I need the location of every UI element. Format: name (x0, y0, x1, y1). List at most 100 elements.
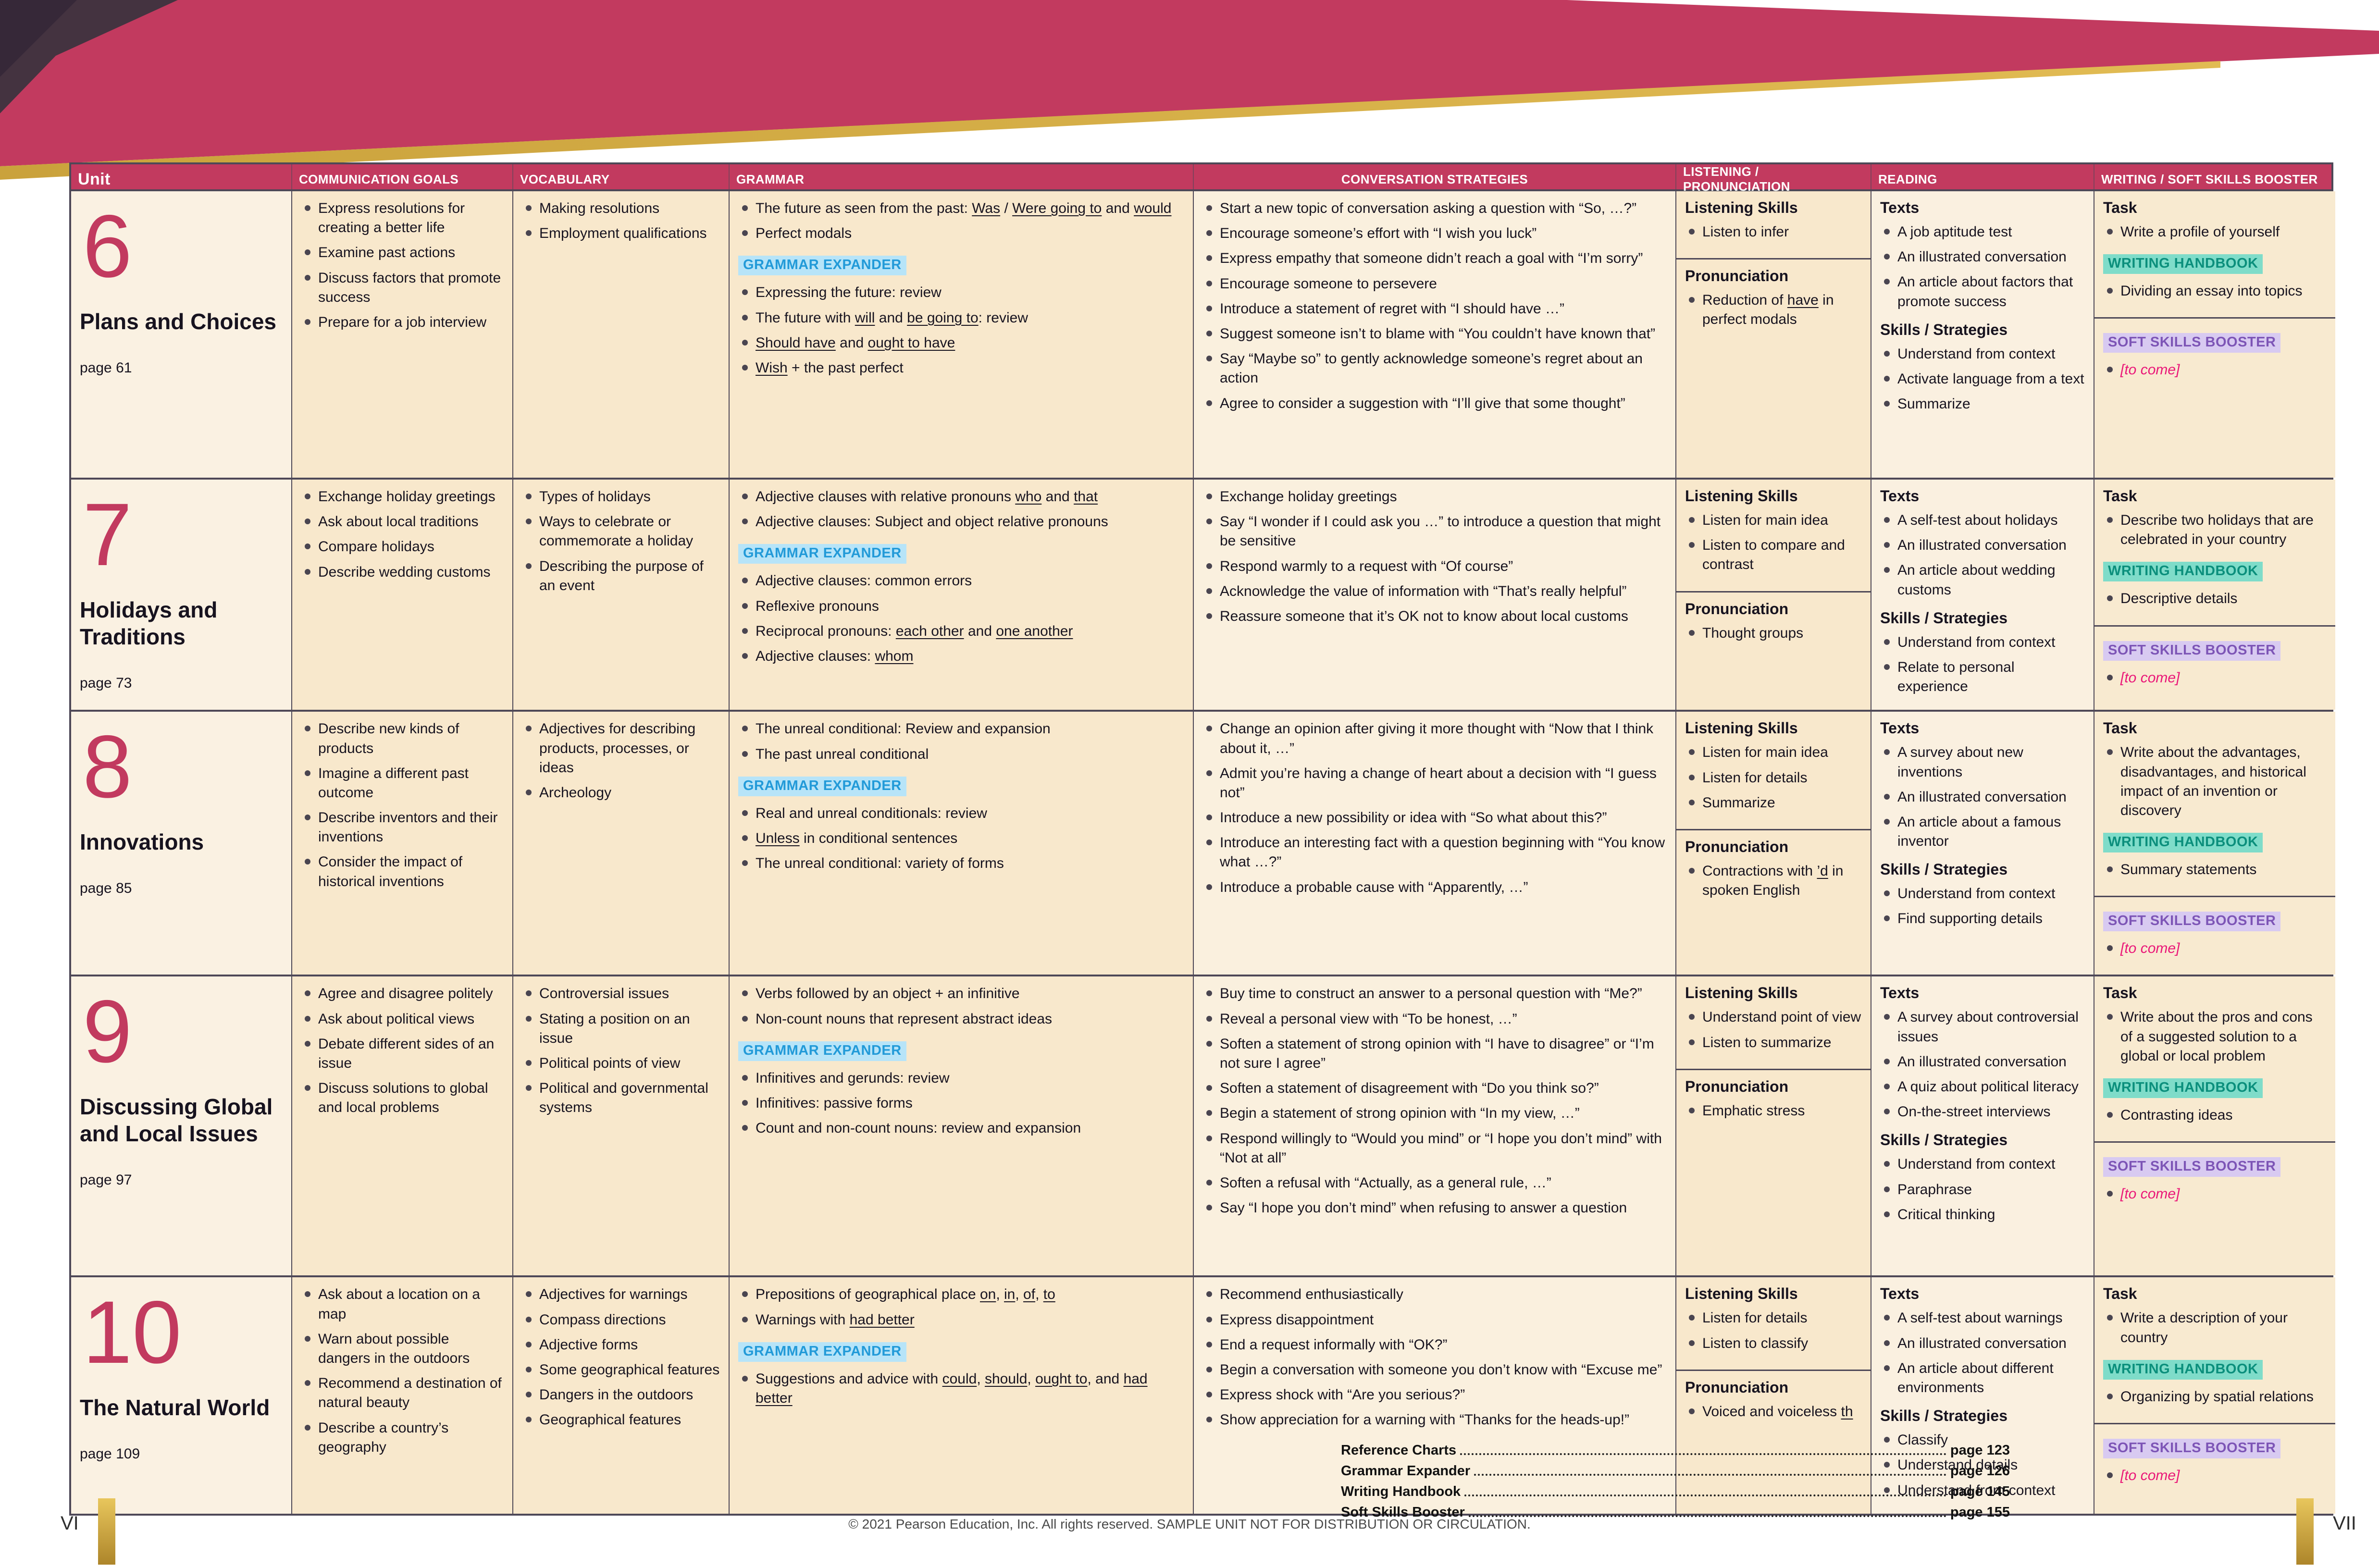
communication-goals-cell: Describe new kinds of products Imagine a … (291, 712, 512, 975)
task-list: Write about the advantages, disadvantage… (2103, 743, 2327, 820)
grammar-cell: The unreal conditional: Review and expan… (729, 712, 1193, 975)
listening-skills-heading: Listening Skills (1685, 199, 1798, 216)
list-item: The future with will and be going to: re… (738, 309, 1184, 328)
vocabulary-list: Making resolutions Employment qualificati… (522, 199, 720, 243)
list-item: Infinitives and gerunds: review (738, 1069, 1184, 1088)
list-item: Agree and disagree politely (301, 984, 504, 1003)
unit-number: 9 (83, 982, 132, 1082)
pronunciation-heading: Pronunciation (1685, 600, 1789, 617)
skills-strategies-heading: Skills / Strategies (1880, 1131, 2008, 1149)
communication-goals-cell: Ask about a location on a map Warn about … (291, 1277, 512, 1514)
list-item: The unreal conditional: variety of forms (738, 854, 1184, 873)
list-item: Some geographical features (522, 1360, 720, 1380)
listening-skills-list: Listen for main idea Listen to compare an… (1685, 511, 1862, 575)
list-item: Examine past actions (301, 243, 504, 262)
texts-list: A self-test about warnings An illustrated… (1880, 1309, 2085, 1397)
pronunciation-heading: Pronunciation (1685, 1077, 1789, 1095)
list-item: Write a profile of yourself (2103, 222, 2327, 242)
pronunciation-list: Contractions with ’d in spoken English (1685, 862, 1862, 900)
list-item: [to come] (2103, 668, 2327, 688)
reference-line: Grammar Expander page 126 (1341, 1463, 2010, 1479)
list-item: Summarize (1880, 395, 2085, 414)
texts-list: A self-test about holidays An illustrated… (1880, 511, 2085, 600)
list-item: Ask about a location on a map (301, 1285, 504, 1323)
writing-handbook-badge: WRITING HANDBOOK (2103, 1078, 2263, 1098)
communication-goals-cell: Express resolutions for creating a bette… (291, 191, 512, 478)
unit-title: Holidays and Traditions (80, 597, 218, 649)
list-item: Prepositions of geographical place on, i… (738, 1285, 1184, 1304)
listening-skills-section: Listening Skills Listen for main idea Lis… (1676, 712, 1871, 829)
list-item: Describe inventors and their inventions (301, 808, 504, 847)
listening-skills-section: Listening Skills Listen for main idea Lis… (1676, 480, 1871, 591)
list-item: Adjective clauses: whom (738, 647, 1184, 666)
list-item: Express shock with “Are you serious?” (1202, 1385, 1667, 1405)
task-heading: Task (2103, 984, 2137, 1002)
list-item: Summarize (1685, 793, 1862, 813)
reference-label: Soft Skills Booster (1341, 1505, 1465, 1520)
unit-title: The Natural World (80, 1395, 270, 1420)
listening-pronunciation-cell: Listening Skills Listen for main idea Lis… (1675, 712, 1871, 975)
list-item: Soften a statement of disagreement with … (1202, 1079, 1667, 1098)
conversation-strategies-list: Buy time to construct an answer to a per… (1202, 984, 1667, 1218)
list-item: Exchange holiday greetings (1202, 487, 1667, 506)
list-item: Understand from context (1880, 345, 2085, 364)
list-item: Respond willingly to “Would you mind” or… (1202, 1129, 1667, 1168)
pronunciation-section: Pronunciation Reduction of have in perfe… (1676, 258, 1871, 346)
list-item: Adjective clauses with relative pronouns… (738, 487, 1184, 506)
list-item: Listen to infer (1685, 222, 1862, 242)
soft-skills-booster-badge: SOFT SKILLS BOOSTER (2103, 641, 2281, 661)
writing-handbook-list: Organizing by spatial relations (2103, 1387, 2327, 1407)
list-item: Voiced and voiceless th (1685, 1402, 1862, 1421)
list-item: Adjectives for describing products, proc… (522, 719, 720, 778)
listening-skills-heading: Listening Skills (1685, 984, 1798, 1002)
conversation-strategies-cell: Start a new topic of conversation asking… (1193, 191, 1675, 478)
list-item: Reflexive pronouns (738, 597, 1184, 616)
reference-page: page 145 (1950, 1484, 2010, 1499)
listening-skills-section: Listening Skills Listen for details Liste… (1676, 1277, 1871, 1369)
unit-row: 7 Holidays and Traditions page 73 Exchan… (71, 478, 2335, 710)
list-item: Should have and ought to have (738, 333, 1184, 353)
list-item: Critical thinking (1880, 1205, 2085, 1224)
unit-cell: 7 Holidays and Traditions page 73 (71, 480, 291, 710)
grammar-expander-list: Infinitives and gerunds: review Infinitiv… (738, 1069, 1184, 1138)
list-item: Write about the pros and cons of a sugge… (2103, 1008, 2327, 1066)
list-item: Begin a conversation with someone you do… (1202, 1360, 1667, 1380)
list-item: Perfect modals (738, 224, 1184, 243)
column-header-writing-soft-skills: WRITING / SOFT SKILLS BOOSTER (2094, 164, 2335, 194)
pronunciation-list: Voiced and voiceless th (1685, 1402, 1862, 1421)
list-item: Introduce a statement of regret with “I … (1202, 299, 1667, 319)
task-heading: Task (2103, 487, 2137, 505)
list-item: Change an opinion after giving it more t… (1202, 719, 1667, 758)
pronunciation-section: Pronunciation Emphatic stress (1676, 1068, 1871, 1137)
unit-cell: 8 Innovations page 85 (71, 712, 291, 975)
unit-page-ref: page 109 (80, 1446, 140, 1462)
grammar-expander-list: Real and unreal conditionals: review Unle… (738, 804, 1184, 874)
reading-cell: Texts A job aptitude test An illustrated … (1871, 191, 2094, 478)
list-item: Listen for details (1685, 768, 1862, 788)
soft-skills-section: SOFT SKILLS BOOSTER [to come] (2094, 1141, 2335, 1220)
writing-handbook-list: Contrasting ideas (2103, 1106, 2327, 1125)
list-item: Describe two holidays that are celebrate… (2103, 511, 2327, 549)
listening-skills-list: Listen to infer (1685, 222, 1862, 242)
listening-skills-heading: Listening Skills (1685, 487, 1798, 505)
dotted-leader (1464, 1494, 1946, 1496)
list-item: Understand details (1880, 1456, 2085, 1475)
texts-heading: Texts (1880, 719, 1920, 737)
skills-strategies-list: Understand from context Activate language… (1880, 345, 2085, 414)
pronunciation-list: Thought groups (1685, 624, 1862, 643)
scope-and-sequence-table: Unit COMMUNICATION GOALS VOCABULARY GRAM… (69, 162, 2335, 1516)
unit-page-ref: page 73 (80, 675, 132, 691)
task-heading: Task (2103, 1285, 2137, 1303)
grammar-list: Verbs followed by an object + an infinit… (738, 984, 1184, 1028)
soft-skills-section: SOFT SKILLS BOOSTER [to come] (2094, 317, 2335, 396)
writing-cell: Task Write about the advantages, disadva… (2094, 712, 2335, 975)
grammar-expander-list: Suggestions and advice with could, shoul… (738, 1370, 1184, 1408)
list-item: End a request informally with “OK?” (1202, 1335, 1667, 1355)
vocabulary-list: Adjectives for describing products, proc… (522, 719, 720, 803)
unit-cell: 9 Discussing Global and Local Issues pag… (71, 976, 291, 1276)
list-item: A survey about controversial issues (1880, 1008, 2085, 1046)
list-item: Discuss factors that promote success (301, 269, 504, 307)
grammar-list: Prepositions of geographical place on, i… (738, 1285, 1184, 1329)
list-item: Respond warmly to a request with “Of cou… (1202, 557, 1667, 576)
list-item: Non-count nouns that represent abstract … (738, 1010, 1184, 1029)
